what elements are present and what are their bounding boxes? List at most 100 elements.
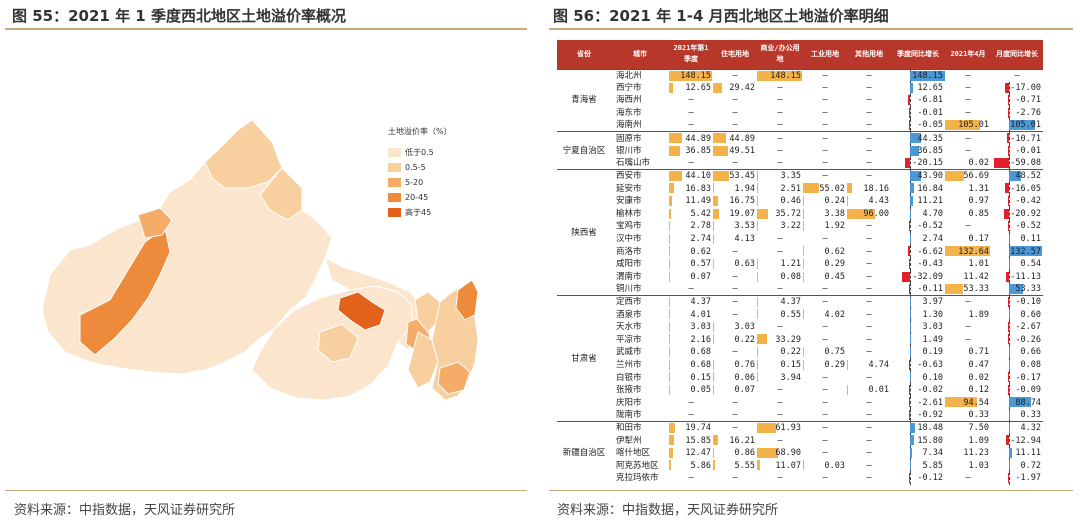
cell-value: – bbox=[732, 70, 738, 81]
cell-value: – bbox=[822, 448, 828, 459]
data-bar bbox=[713, 82, 722, 93]
cell-value: – bbox=[866, 145, 872, 156]
cell-other: – bbox=[847, 295, 891, 309]
cell-quarter-yoy: 44.35 bbox=[891, 131, 945, 145]
cell-value: 0.03 bbox=[824, 460, 845, 471]
table-row: 兰州市 0.68 0.76 0.15 0.29 4.74 -0.63 0.47 0.08 bbox=[557, 358, 1043, 372]
map-region-xinjiang-ili bbox=[137, 207, 173, 239]
cell-other: 96.00 bbox=[847, 208, 891, 221]
figure-55-bottom-rule bbox=[5, 490, 527, 491]
cell-value: 4.01 bbox=[690, 309, 711, 320]
cell-month-yoy: -2.76 bbox=[991, 106, 1043, 120]
cell-value: 48.52 bbox=[1015, 171, 1041, 182]
cell-month-yoy: 53.33 bbox=[991, 283, 1043, 296]
data-bar bbox=[669, 372, 670, 383]
data-bar bbox=[803, 208, 804, 219]
cell-residential: 0.22 bbox=[713, 333, 757, 346]
city-cell: 陇南市 bbox=[616, 410, 642, 421]
cell-value: – bbox=[732, 473, 738, 484]
cell-value: 0.01 bbox=[868, 385, 889, 396]
table-row: 海东市 – – – – – -0.01 – -2.76 bbox=[557, 106, 1043, 120]
cell-value: 4.13 bbox=[734, 234, 755, 245]
figure-55-source: 资料来源：中指数据，天风证券研究所 bbox=[14, 503, 236, 518]
cell-q1-2021: 0.07 bbox=[669, 271, 713, 284]
cell-value: – bbox=[866, 410, 872, 421]
cell-month-yoy: -0.01 bbox=[991, 144, 1043, 158]
data-bar bbox=[713, 133, 727, 144]
data-bar bbox=[904, 158, 910, 169]
cell-value: -0.01 bbox=[917, 108, 943, 119]
data-bar bbox=[757, 208, 768, 219]
cell-other: – bbox=[847, 421, 891, 435]
data-bar bbox=[1008, 384, 1010, 395]
cell-value: – bbox=[688, 473, 694, 484]
cell-value: – bbox=[777, 435, 783, 446]
cell-value: 0.10 bbox=[922, 372, 943, 383]
legend-swatch bbox=[388, 148, 401, 157]
data-bar bbox=[1009, 284, 1023, 295]
cell-value: 1.21 bbox=[780, 259, 801, 270]
cell-value: 7.34 bbox=[922, 448, 943, 459]
cell-industrial: – bbox=[803, 472, 847, 485]
cell-value: 0.22 bbox=[780, 347, 801, 358]
cell-april-2021: – bbox=[945, 321, 991, 334]
map-region-xinjiang-north bbox=[204, 119, 283, 189]
cell-industrial: 0.03 bbox=[803, 459, 847, 472]
cell-value: 11.23 bbox=[963, 448, 989, 459]
cell-value: 1.30 bbox=[922, 309, 943, 320]
cell-commercial-office: – bbox=[757, 472, 803, 485]
cell-other: – bbox=[847, 245, 891, 258]
cell-commercial-office: – bbox=[757, 384, 803, 397]
table-row: 酒泉市 4.01 – 0.55 4.02 – 1.30 1.89 0.60 bbox=[557, 308, 1043, 321]
legend-item: 20-45 bbox=[388, 190, 452, 205]
data-bar bbox=[945, 397, 977, 408]
cell-value: 0.22 bbox=[734, 334, 755, 345]
cell-residential: – bbox=[713, 409, 757, 422]
cell-value: – bbox=[822, 70, 828, 81]
cell-residential: 16.75 bbox=[713, 195, 757, 208]
cell-value: 0.19 bbox=[922, 347, 943, 358]
legend-swatch bbox=[388, 208, 401, 217]
cell-value: – bbox=[777, 234, 783, 245]
cell-other: – bbox=[847, 145, 891, 158]
data-bar bbox=[713, 221, 715, 232]
cell-industrial: – bbox=[803, 82, 847, 95]
cell-industrial: – bbox=[803, 68, 847, 82]
cell-value: – bbox=[777, 108, 783, 119]
cell-april-2021: 11.23 bbox=[945, 447, 991, 460]
cell-value: 88.74 bbox=[1015, 397, 1041, 408]
cell-value: -0.09 bbox=[1015, 385, 1041, 396]
cell-value: – bbox=[822, 108, 828, 119]
cell-value: 0.15 bbox=[690, 372, 711, 383]
zero-axis-line bbox=[909, 358, 911, 372]
cell-other: – bbox=[847, 157, 891, 170]
cell-value: 19.07 bbox=[729, 208, 755, 219]
cell-quarter-yoy: -0.12 bbox=[891, 472, 945, 485]
cell-value: – bbox=[732, 246, 738, 257]
land-premium-detail-table: 省份 城市 2021年第1季度 住宅用地 商业/办公用地 工业用地 其他用地 季度同比增长 20… bbox=[557, 40, 1043, 485]
cell-industrial: – bbox=[803, 107, 847, 120]
data-bar bbox=[908, 246, 910, 257]
cell-value: -0.52 bbox=[1015, 221, 1041, 232]
cell-value: – bbox=[822, 423, 828, 434]
data-bar bbox=[909, 208, 912, 219]
city-cell: 定西市 bbox=[611, 295, 669, 309]
cell-value: 43.90 bbox=[917, 171, 943, 182]
cell-value: 0.33 bbox=[1020, 410, 1041, 421]
data-bar bbox=[757, 460, 761, 471]
data-bar bbox=[909, 183, 915, 194]
table-row: 青海省 海北州 148.15–148.15– –148.15– – bbox=[557, 68, 1043, 132]
cell-q1-2021: 0.62 bbox=[669, 245, 713, 258]
cell-april-2021: 53.33 bbox=[945, 283, 991, 296]
cell-value: – bbox=[777, 158, 783, 169]
cell-value: – bbox=[965, 334, 971, 345]
cell-other: – bbox=[847, 396, 891, 409]
cell-industrial: – bbox=[803, 131, 847, 145]
zero-axis-line bbox=[1009, 157, 1011, 170]
legend-title: 土地溢价率（%） bbox=[388, 127, 452, 136]
cell-quarter-yoy: 2.74 bbox=[891, 232, 945, 246]
data-bar bbox=[669, 183, 674, 194]
city-cell: 克拉玛依市 bbox=[616, 473, 659, 484]
zero-axis-line bbox=[1009, 270, 1011, 284]
zero-axis-line bbox=[909, 220, 911, 233]
